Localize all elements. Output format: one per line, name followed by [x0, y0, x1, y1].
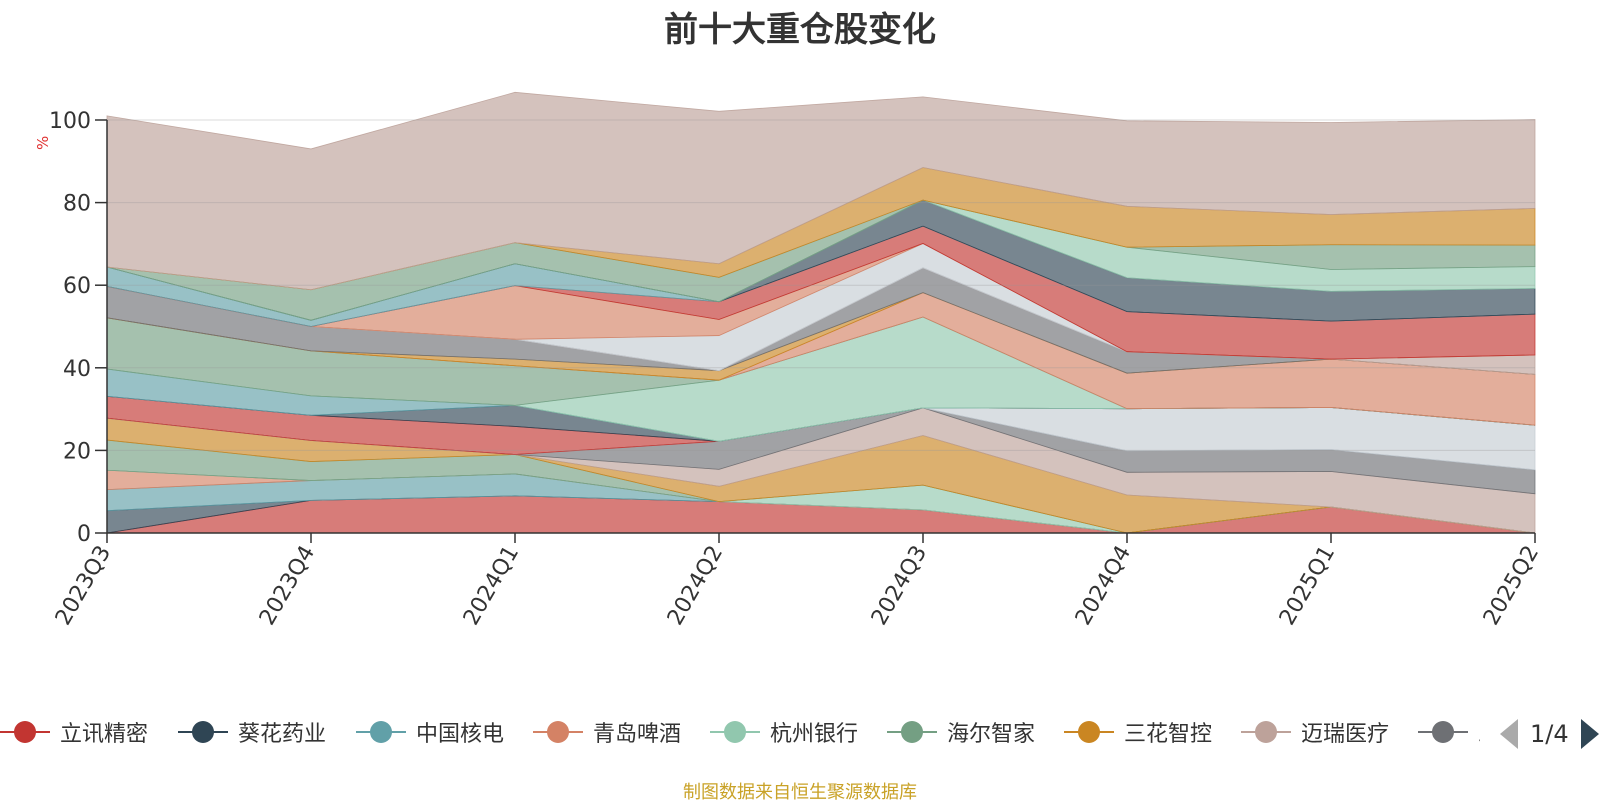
x-tick-label-2024Q4: 2024Q4: [1071, 542, 1136, 630]
x-tick-label-2025Q1: 2025Q1: [1275, 542, 1340, 630]
legend-item-7[interactable]: 三花智控: [1064, 712, 1212, 752]
legend-marker-icon: [533, 720, 583, 744]
y-tick-label-60: 60: [63, 274, 91, 299]
x-tick-label-2024Q2: 2024Q2: [663, 542, 728, 630]
chart-title: 前十大重仓股变化: [664, 10, 936, 50]
x-tick-label-2023Q4: 2023Q4: [255, 542, 320, 630]
legend-marker-icon: [356, 720, 406, 744]
x-tick-label-2025Q2: 2025Q2: [1479, 542, 1544, 630]
legend-label: 青岛啤酒: [593, 722, 682, 747]
y-tick-label-20: 20: [63, 439, 91, 464]
legend-label: 三: [1478, 716, 1480, 748]
y-tick-label-80: 80: [63, 192, 91, 217]
legend-label: 迈瑞医疗: [1301, 722, 1390, 747]
x-tick-label-2023Q3: 2023Q3: [51, 542, 116, 630]
legend-item-4[interactable]: 青岛啤酒: [533, 712, 681, 752]
legend-item-2[interactable]: 葵花药业: [178, 712, 326, 752]
x-tick-label-2024Q1: 2024Q1: [459, 542, 524, 630]
y-tick-label-100: 100: [49, 109, 91, 134]
legend-marker-icon: [1418, 720, 1468, 744]
legend-item-3[interactable]: 中国核电: [356, 712, 504, 752]
legend-label: 海尔智家: [947, 722, 1036, 747]
legend-marker-icon: [1241, 720, 1291, 744]
x-tick-label-2024Q3: 2024Q3: [867, 542, 932, 630]
legend-marker-icon: [710, 720, 760, 744]
legend-item-9[interactable]: 三: [1418, 712, 1480, 752]
legend-label: 立讯精密: [60, 722, 149, 747]
legend-prev-page-button[interactable]: [1500, 719, 1518, 749]
y-tick-label-40: 40: [63, 357, 91, 382]
legend-item-8[interactable]: 迈瑞医疗: [1241, 712, 1389, 752]
legend-marker-icon: [887, 720, 937, 744]
legend-label: 杭州银行: [770, 722, 859, 747]
y-tick-label-0: 0: [77, 522, 91, 547]
legend-item-6[interactable]: 海尔智家: [887, 712, 1035, 752]
legend-item-5[interactable]: 杭州银行: [710, 712, 858, 752]
legend-marker-icon: [0, 720, 50, 744]
legend-marker-icon: [1064, 720, 1114, 744]
legend-pager: 1/4: [1500, 718, 1599, 750]
legend-page-indicator: 1/4: [1530, 720, 1569, 748]
data-source-note: 制图数据来自恒生聚源数据库: [683, 782, 917, 803]
legend-label: 中国核电: [416, 722, 505, 747]
legend-label: 葵花药业: [238, 722, 327, 747]
legend-next-page-button[interactable]: [1580, 719, 1599, 749]
legend-item-1[interactable]: 立讯精密: [0, 712, 148, 752]
legend-marker-icon: [178, 720, 228, 744]
legend-label: 三花智控: [1124, 722, 1213, 747]
legend: 立讯精密 葵花药业 中国核电 青岛啤酒 杭州银行 海尔智家 三花智控 迈瑞医疗 三: [0, 712, 1480, 752]
area-series-28: [106, 91, 1536, 291]
